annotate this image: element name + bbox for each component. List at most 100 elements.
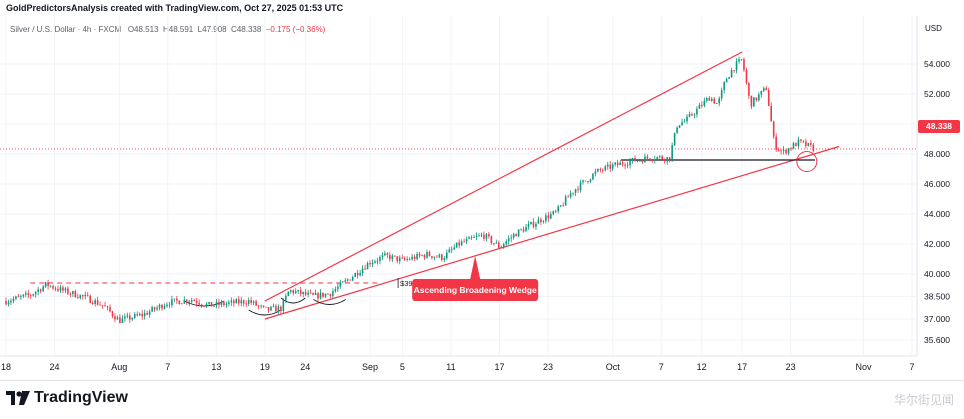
candle-body	[371, 262, 374, 265]
candle-body	[810, 143, 812, 145]
candle-body	[52, 285, 54, 289]
candle-body	[582, 180, 584, 183]
candle-body	[136, 314, 139, 316]
candle-body	[629, 160, 631, 166]
candle-body	[195, 300, 198, 304]
wedge-upper-trendline[interactable]	[264, 51, 743, 302]
candle-body	[111, 311, 114, 317]
symbol-legend[interactable]: Silver / U.S. Dollar · 4h · FXCM O48.513…	[10, 25, 325, 34]
candle-body	[10, 300, 12, 303]
candle-body	[668, 157, 671, 160]
candle-body	[213, 305, 215, 307]
candle-body	[158, 304, 161, 308]
candle-body	[574, 189, 577, 193]
candle-body	[554, 211, 557, 212]
candle-body	[584, 180, 587, 182]
candle-body	[465, 239, 468, 242]
candle-body	[800, 139, 802, 141]
wedge-callout-pointer	[470, 255, 481, 279]
candle-body	[386, 253, 389, 255]
candle-body	[341, 281, 344, 283]
candle-body	[74, 291, 77, 298]
candle-body	[218, 301, 220, 305]
candle-body	[636, 160, 639, 162]
candle-body	[421, 255, 423, 256]
candle-body	[20, 296, 22, 297]
candle-body	[468, 237, 470, 240]
candle-body	[109, 306, 111, 312]
candle-body	[297, 290, 300, 292]
candle-body	[728, 77, 730, 79]
footer-bar: TradingView 华尔街见闻	[0, 380, 964, 419]
price-axis-panel[interactable]	[917, 16, 964, 356]
candle-body	[683, 121, 686, 123]
candle-body	[225, 303, 228, 306]
legend-open: O48.513	[127, 25, 159, 34]
candle-body	[614, 162, 616, 165]
candle-body	[545, 215, 547, 222]
candle-body	[639, 160, 641, 162]
candle-body	[32, 294, 35, 296]
candle-body	[84, 294, 87, 297]
candle-body	[374, 261, 376, 263]
candle-body	[522, 229, 525, 232]
x-tick-label: 23	[543, 362, 553, 372]
candle-body	[488, 234, 490, 237]
candle-body	[89, 295, 91, 303]
candle-body	[220, 302, 223, 305]
candle-body	[572, 192, 574, 194]
candle-body	[720, 90, 723, 99]
candle-body	[740, 59, 743, 61]
candle-body	[478, 235, 480, 237]
wedge-lower-trendline[interactable]	[264, 145, 840, 320]
candle-body	[418, 253, 421, 256]
candle-body	[42, 286, 44, 292]
candle-body	[166, 304, 168, 307]
candle-body	[673, 132, 676, 146]
candle-body	[455, 242, 458, 248]
candle-body	[450, 249, 453, 251]
x-tick-label: 7	[165, 362, 170, 372]
candle-body	[369, 263, 371, 265]
candle-body	[126, 315, 129, 317]
candle-body	[641, 160, 644, 163]
candle-body	[651, 160, 654, 161]
candle-body	[537, 219, 540, 224]
candle-body	[379, 257, 381, 261]
candle-body	[94, 300, 96, 305]
candle-body	[156, 307, 158, 310]
candle-body	[512, 234, 515, 238]
candle-body	[190, 300, 193, 302]
candle-body	[17, 296, 20, 298]
candle-body	[151, 307, 153, 312]
y-tick-label: 52.000	[924, 89, 950, 99]
candle-body	[121, 318, 124, 323]
candle-body	[245, 303, 248, 305]
candle-body	[649, 158, 651, 161]
candle-body	[631, 158, 634, 161]
candle-body	[624, 164, 626, 166]
candle-body	[398, 257, 401, 262]
candle-body	[733, 70, 735, 71]
candle-body	[730, 70, 733, 78]
candle-body	[666, 157, 668, 162]
candle-body	[498, 242, 500, 248]
y-tick-label: 37.000	[924, 314, 950, 324]
candle-body	[762, 88, 765, 91]
currency-label: USD	[925, 24, 942, 33]
tradingview-logo[interactable]: TradingView	[6, 389, 128, 407]
candle-body	[173, 298, 176, 300]
candle-body	[262, 305, 265, 307]
candle-body	[661, 156, 664, 160]
candle-body	[285, 295, 287, 301]
candle-body	[255, 301, 257, 306]
candle-body	[725, 78, 728, 83]
candle-body	[344, 280, 347, 282]
candle-body	[312, 293, 314, 295]
candle-body	[735, 61, 738, 71]
x-tick-label: 7	[659, 362, 664, 372]
candle-body	[287, 291, 290, 296]
candle-body	[37, 289, 39, 292]
wedge-callout-box[interactable]	[412, 279, 539, 301]
